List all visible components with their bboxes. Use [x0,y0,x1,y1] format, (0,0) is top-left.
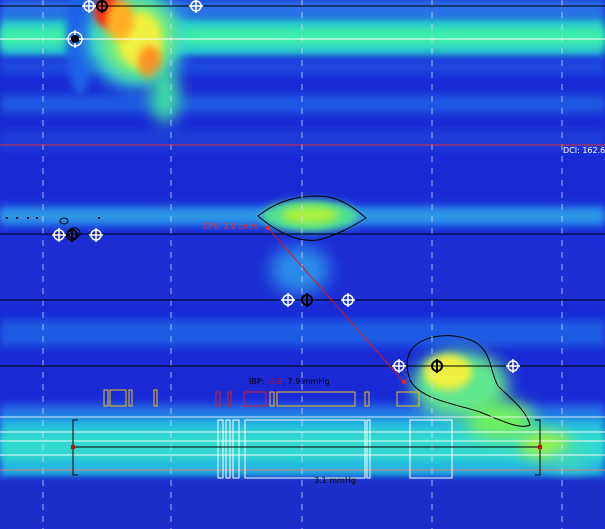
ibp-label: IBP: -3.9, 7.9 mmHg [249,377,330,387]
cfv-line [266,226,406,384]
marker-top-3 [189,0,203,13]
marker-bottom-2 [431,359,443,373]
dci-label: DCI: 162.6 [563,146,605,155]
marker-mid-2 [66,228,78,242]
time-gridlines [42,0,563,529]
ibp-high-value: 7.9 mmHg [287,377,330,386]
marker-bottom-1 [392,359,406,373]
marker-bottom-3 [506,359,520,373]
marker-low-3 [341,293,355,307]
marker-mid-3 [89,228,103,242]
sphincter-region [71,419,542,479]
pressure-blobs [66,0,590,470]
marker-low-2 [301,293,313,307]
ibp-prefix: IBP: [249,377,267,386]
ibp-separator: , [282,377,288,386]
cfv-label: CFV: 3.0 cm/s [203,222,258,231]
pressure-label: 3.1 mmHg [314,476,356,485]
ibp-markers [103,389,420,407]
small-dots [6,217,100,219]
marker-low-1 [281,293,295,307]
ibp-low-value: -3.9 [266,377,283,386]
marker-top-2 [96,0,108,13]
marker-mid-1 [52,228,66,242]
crosshair-markers[interactable] [52,0,520,373]
marker-top-1 [82,0,96,13]
